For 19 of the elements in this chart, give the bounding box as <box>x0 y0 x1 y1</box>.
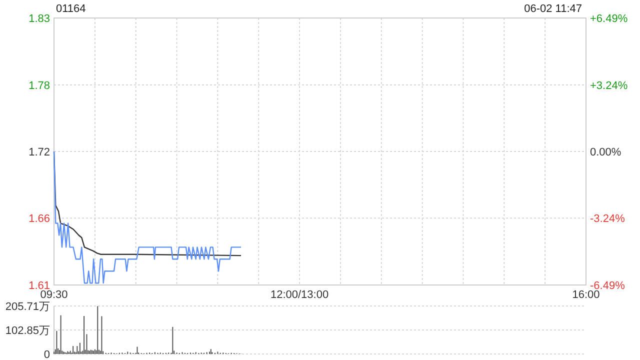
y-tick-label: 1.66 <box>28 213 50 226</box>
y-tick-label: 205.71万 <box>5 301 50 313</box>
x-tick-label: 16:00 <box>572 289 600 301</box>
y-tick-label: 1.78 <box>28 80 50 92</box>
y-tick-label: 1.61 <box>28 280 50 292</box>
y2-tick-label: -6.49% <box>590 280 626 292</box>
y2-tick-label: -3.24% <box>590 213 626 226</box>
y-tick-label: 102.85万 <box>5 325 50 337</box>
y-tick-label: 1.83 <box>28 13 50 25</box>
y2-tick-label: +3.24% <box>590 80 628 92</box>
y-tick-label: 0 <box>44 349 50 360</box>
chart-title: 01164 <box>56 3 86 15</box>
y2-tick-label: +6.49% <box>590 13 628 25</box>
chart-subtitle: 06-02 11:47 <box>524 3 582 15</box>
y-tick-label: 1.72 <box>28 146 50 158</box>
x-tick-label: 09:30 <box>40 289 68 301</box>
x-tick-label: 12:00/13:00 <box>270 289 329 301</box>
y2-tick-label: 0.00% <box>590 146 622 158</box>
line-series <box>53 150 242 284</box>
